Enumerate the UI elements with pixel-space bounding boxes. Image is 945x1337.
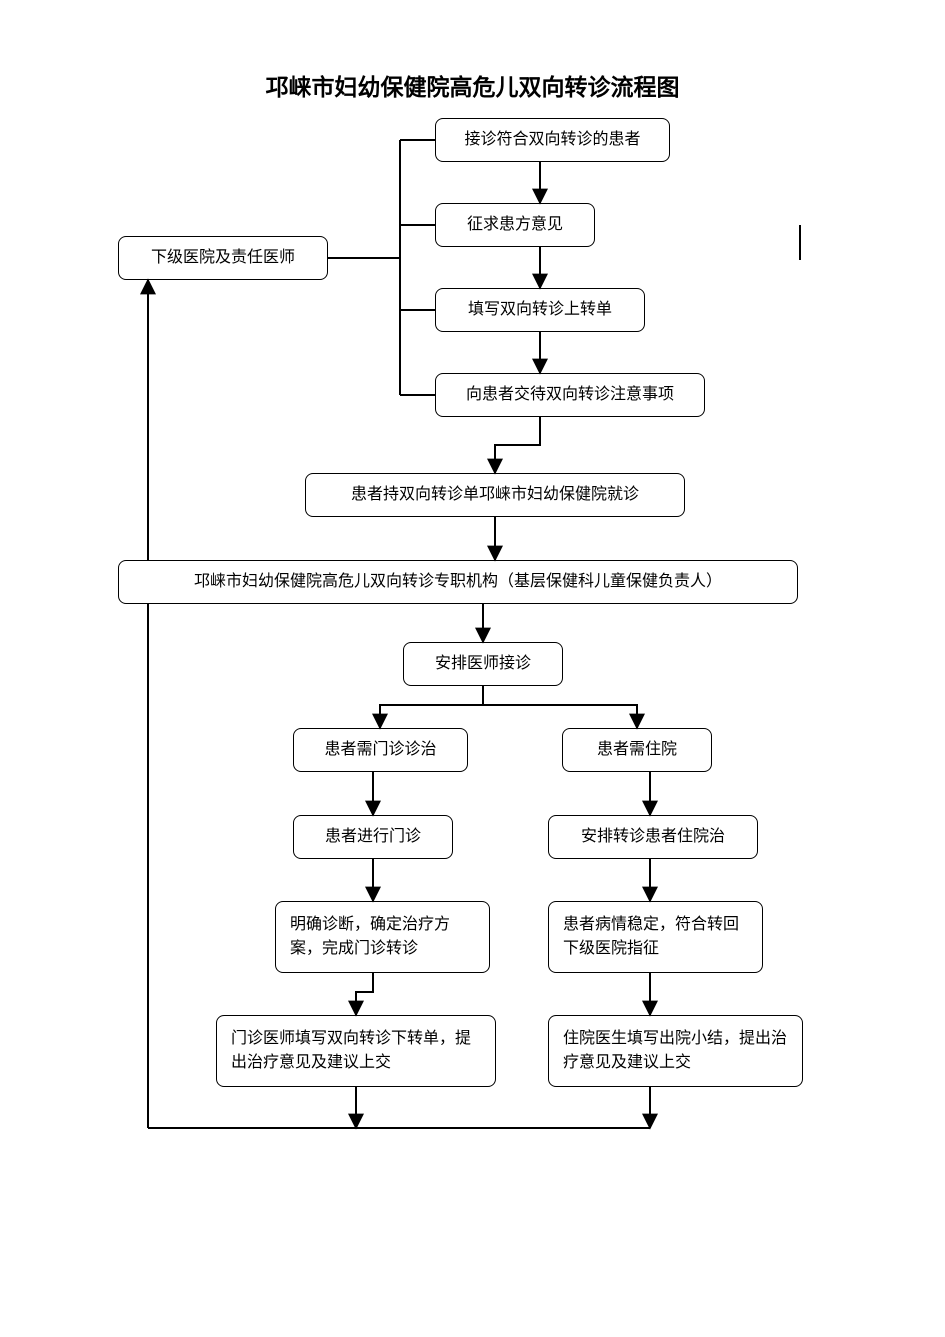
node-inform-patient: 向患者交待双向转诊注意事项 bbox=[435, 373, 705, 417]
node-do-outpatient: 患者进行门诊 bbox=[293, 815, 453, 859]
node-outpatient-write: 门诊医师填写双向转诊下转单，提出治疗意见及建议上交 bbox=[216, 1015, 496, 1087]
diagram-title: 邛崃市妇幼保健院高危儿双向转诊流程图 bbox=[0, 68, 945, 102]
node-arrange-doctor: 安排医师接诊 bbox=[403, 642, 563, 686]
node-diagnosis-plan: 明确诊断，确定治疗方案，完成门诊转诊 bbox=[275, 901, 490, 973]
node-need-inpatient: 患者需住院 bbox=[562, 728, 712, 772]
node-patient-visit: 患者持双向转诊单邛崃市妇幼保健院就诊 bbox=[305, 473, 685, 517]
node-inpatient-write: 住院医生填写出院小结，提出治疗意见及建议上交 bbox=[548, 1015, 803, 1087]
node-arrange-inpatient: 安排转诊患者住院治 bbox=[548, 815, 758, 859]
node-receive-patient: 接诊符合双向转诊的患者 bbox=[435, 118, 670, 162]
node-ask-consent: 征求患方意见 bbox=[435, 203, 595, 247]
node-need-outpatient: 患者需门诊诊治 bbox=[293, 728, 468, 772]
node-referral-org: 邛崃市妇幼保健院高危儿双向转诊专职机构（基层保健科儿童保健负责人） bbox=[118, 560, 798, 604]
node-stable-return: 患者病情稳定，符合转回下级医院指征 bbox=[548, 901, 763, 973]
node-fill-up-referral: 填写双向转诊上转单 bbox=[435, 288, 645, 332]
node-lower-hospital: 下级医院及责任医师 bbox=[118, 236, 328, 280]
